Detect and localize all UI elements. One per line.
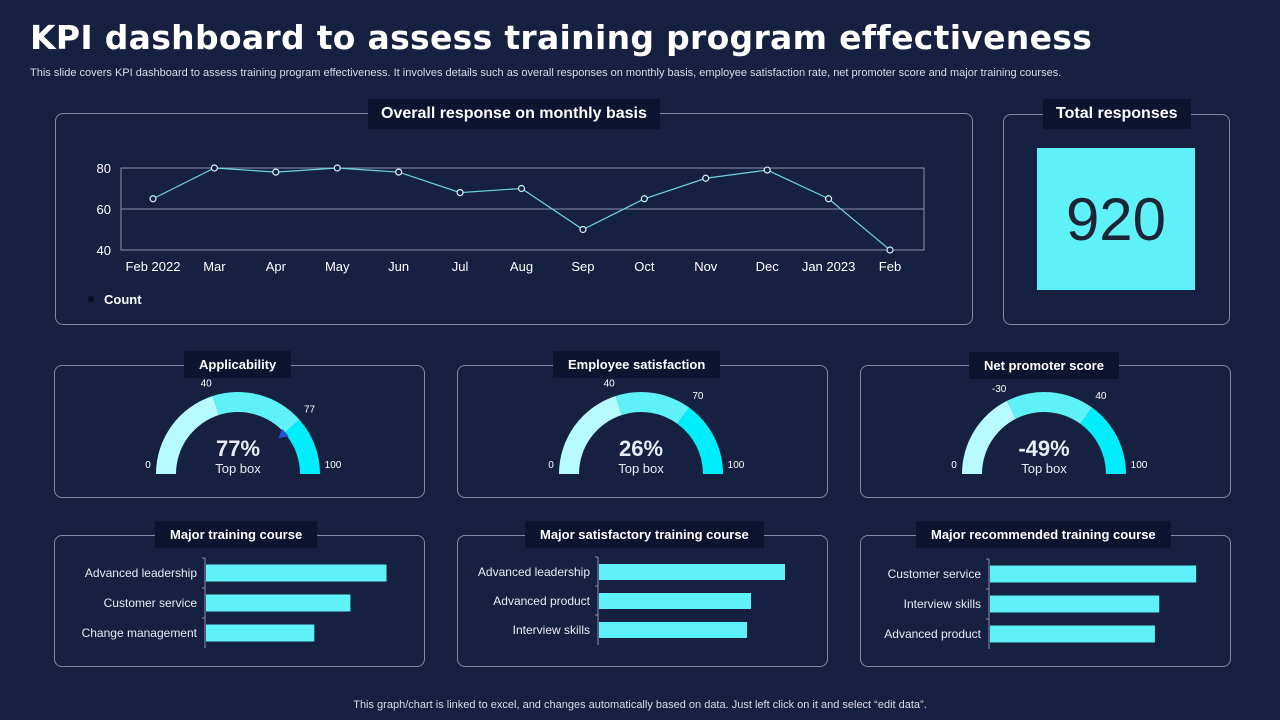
applicability-gauge[interactable]: 40 77 0 100 77%Top box (54, 365, 425, 498)
x-tick-label: Dec (756, 259, 780, 274)
gauge-sublabel: Top box (1021, 461, 1067, 476)
data-point[interactable] (640, 195, 648, 203)
bar[interactable] (206, 624, 315, 642)
bar[interactable] (206, 594, 351, 612)
gauge-threshold-1: 40 (201, 378, 213, 389)
bar[interactable] (206, 564, 387, 582)
bar-category-label: Change management (82, 626, 198, 640)
applicability-title: Applicability (184, 351, 292, 378)
major-recommended-bar-chart[interactable]: Customer service Interview skills Advanced… (860, 535, 1231, 667)
gauge-min-label: 0 (145, 460, 151, 471)
data-point[interactable] (395, 168, 403, 176)
major-recommended-title: Major recommended training course (916, 521, 1171, 548)
total-responses-value: 920 (1037, 148, 1195, 290)
gauge-threshold-1: -30 (992, 384, 1007, 395)
y-tick-label: 80 (97, 161, 111, 176)
major-training-title: Major training course (155, 521, 318, 548)
x-tick-label: Oct (634, 259, 655, 274)
data-point[interactable] (149, 195, 157, 203)
gauge-max-label: 100 (728, 460, 745, 471)
gauge-max-label: 100 (1131, 460, 1148, 471)
monthly-response-title: Overall response on monthly basis (368, 99, 660, 129)
y-tick-label: 60 (97, 202, 111, 217)
employee-satisfaction-gauge[interactable]: 40 70 0 100 26%Top box (457, 365, 828, 498)
bar-category-label: Advanced leadership (478, 565, 590, 579)
bar[interactable] (599, 622, 747, 638)
data-point[interactable] (210, 164, 219, 172)
data-point[interactable] (702, 174, 710, 182)
gauge-band-high (677, 407, 723, 474)
x-tick-label: Nov (694, 259, 718, 274)
x-tick-label: Sep (571, 259, 594, 274)
page-subtitle: This slide covers KPI dashboard to asses… (30, 67, 1062, 79)
gauge-threshold-1: 40 (604, 378, 616, 389)
x-tick-label: Feb (879, 259, 901, 274)
bar[interactable] (990, 595, 1160, 613)
gauge-sublabel: Top box (215, 461, 261, 476)
footer-note: This graph/chart is linked to excel, and… (353, 699, 927, 711)
gauge-min-label: 0 (548, 460, 554, 471)
data-point[interactable] (333, 164, 341, 172)
gauge-band-low (962, 400, 1016, 474)
data-point[interactable] (272, 168, 280, 176)
legend-marker (88, 296, 94, 302)
gauge-value: 26% (619, 436, 663, 461)
bar-category-label: Customer service (888, 567, 982, 581)
bar[interactable] (599, 593, 751, 609)
bar-category-label: Advanced product (493, 594, 590, 608)
x-tick-label: Apr (266, 259, 287, 274)
data-point[interactable] (763, 166, 771, 174)
gauge-value: 77% (216, 436, 260, 461)
bar[interactable] (990, 625, 1155, 643)
page-title: KPI dashboard to assess training program… (30, 18, 1093, 57)
x-tick-label: Jan 2023 (802, 259, 856, 274)
x-tick-label: May (325, 259, 350, 274)
x-tick-label: Feb 2022 (126, 259, 181, 274)
gauge-min-label: 0 (951, 460, 957, 471)
bar-category-label: Customer service (104, 596, 198, 610)
bar-category-label: Interview skills (513, 623, 590, 637)
major-satisfactory-title: Major satisfactory training course (525, 521, 764, 548)
gauge-band-low (156, 396, 219, 474)
net-promoter-gauge[interactable]: -30 40 0 100 -49%Top box (860, 365, 1231, 498)
gauge-max-label: 100 (325, 460, 342, 471)
employee-satisfaction-title: Employee satisfaction (553, 351, 721, 378)
legend-label: Count (104, 292, 142, 307)
major-training-bar-chart[interactable]: Advanced leadership Customer service Chang… (54, 535, 425, 667)
gauge-marker (278, 428, 289, 439)
gauge-band-high (1080, 407, 1126, 474)
gauge-band-high (284, 419, 320, 474)
gauge-threshold-2: 70 (692, 391, 704, 402)
gauge-band-low (559, 396, 622, 474)
data-point[interactable] (517, 184, 526, 193)
monthly-line-chart[interactable]: 40 60 80 Feb 2022 Mar Apr May Jun Jul Aug Sep Oct No… (55, 113, 973, 325)
y-tick-label: 40 (97, 243, 111, 258)
data-point[interactable] (824, 195, 833, 203)
bar[interactable] (990, 565, 1197, 583)
total-responses-title: Total responses (1043, 99, 1191, 129)
gauge-threshold-2: 40 (1095, 391, 1107, 402)
bar-category-label: Advanced leadership (85, 566, 197, 580)
major-satisfactory-bar-chart[interactable]: Advanced leadership Advanced product Inter… (457, 535, 828, 667)
x-tick-label: Jun (388, 259, 409, 274)
bar[interactable] (599, 564, 785, 580)
data-point[interactable] (579, 225, 587, 234)
bar-category-label: Interview skills (904, 597, 981, 611)
data-point[interactable] (886, 246, 894, 254)
gauge-value: -49% (1018, 436, 1069, 461)
net-promoter-title: Net promoter score (969, 352, 1119, 379)
x-tick-label: Aug (510, 259, 533, 274)
gauge-threshold-2: 77 (304, 404, 316, 415)
gauge-band-mid (615, 392, 690, 424)
gauge-sublabel: Top box (618, 461, 664, 476)
data-point[interactable] (456, 188, 464, 197)
gauge-band-mid (212, 392, 300, 433)
gauge-band-mid (1006, 392, 1093, 424)
x-tick-label: Mar (203, 259, 226, 274)
x-tick-label: Jul (452, 259, 469, 274)
bar-category-label: Advanced product (884, 627, 981, 641)
